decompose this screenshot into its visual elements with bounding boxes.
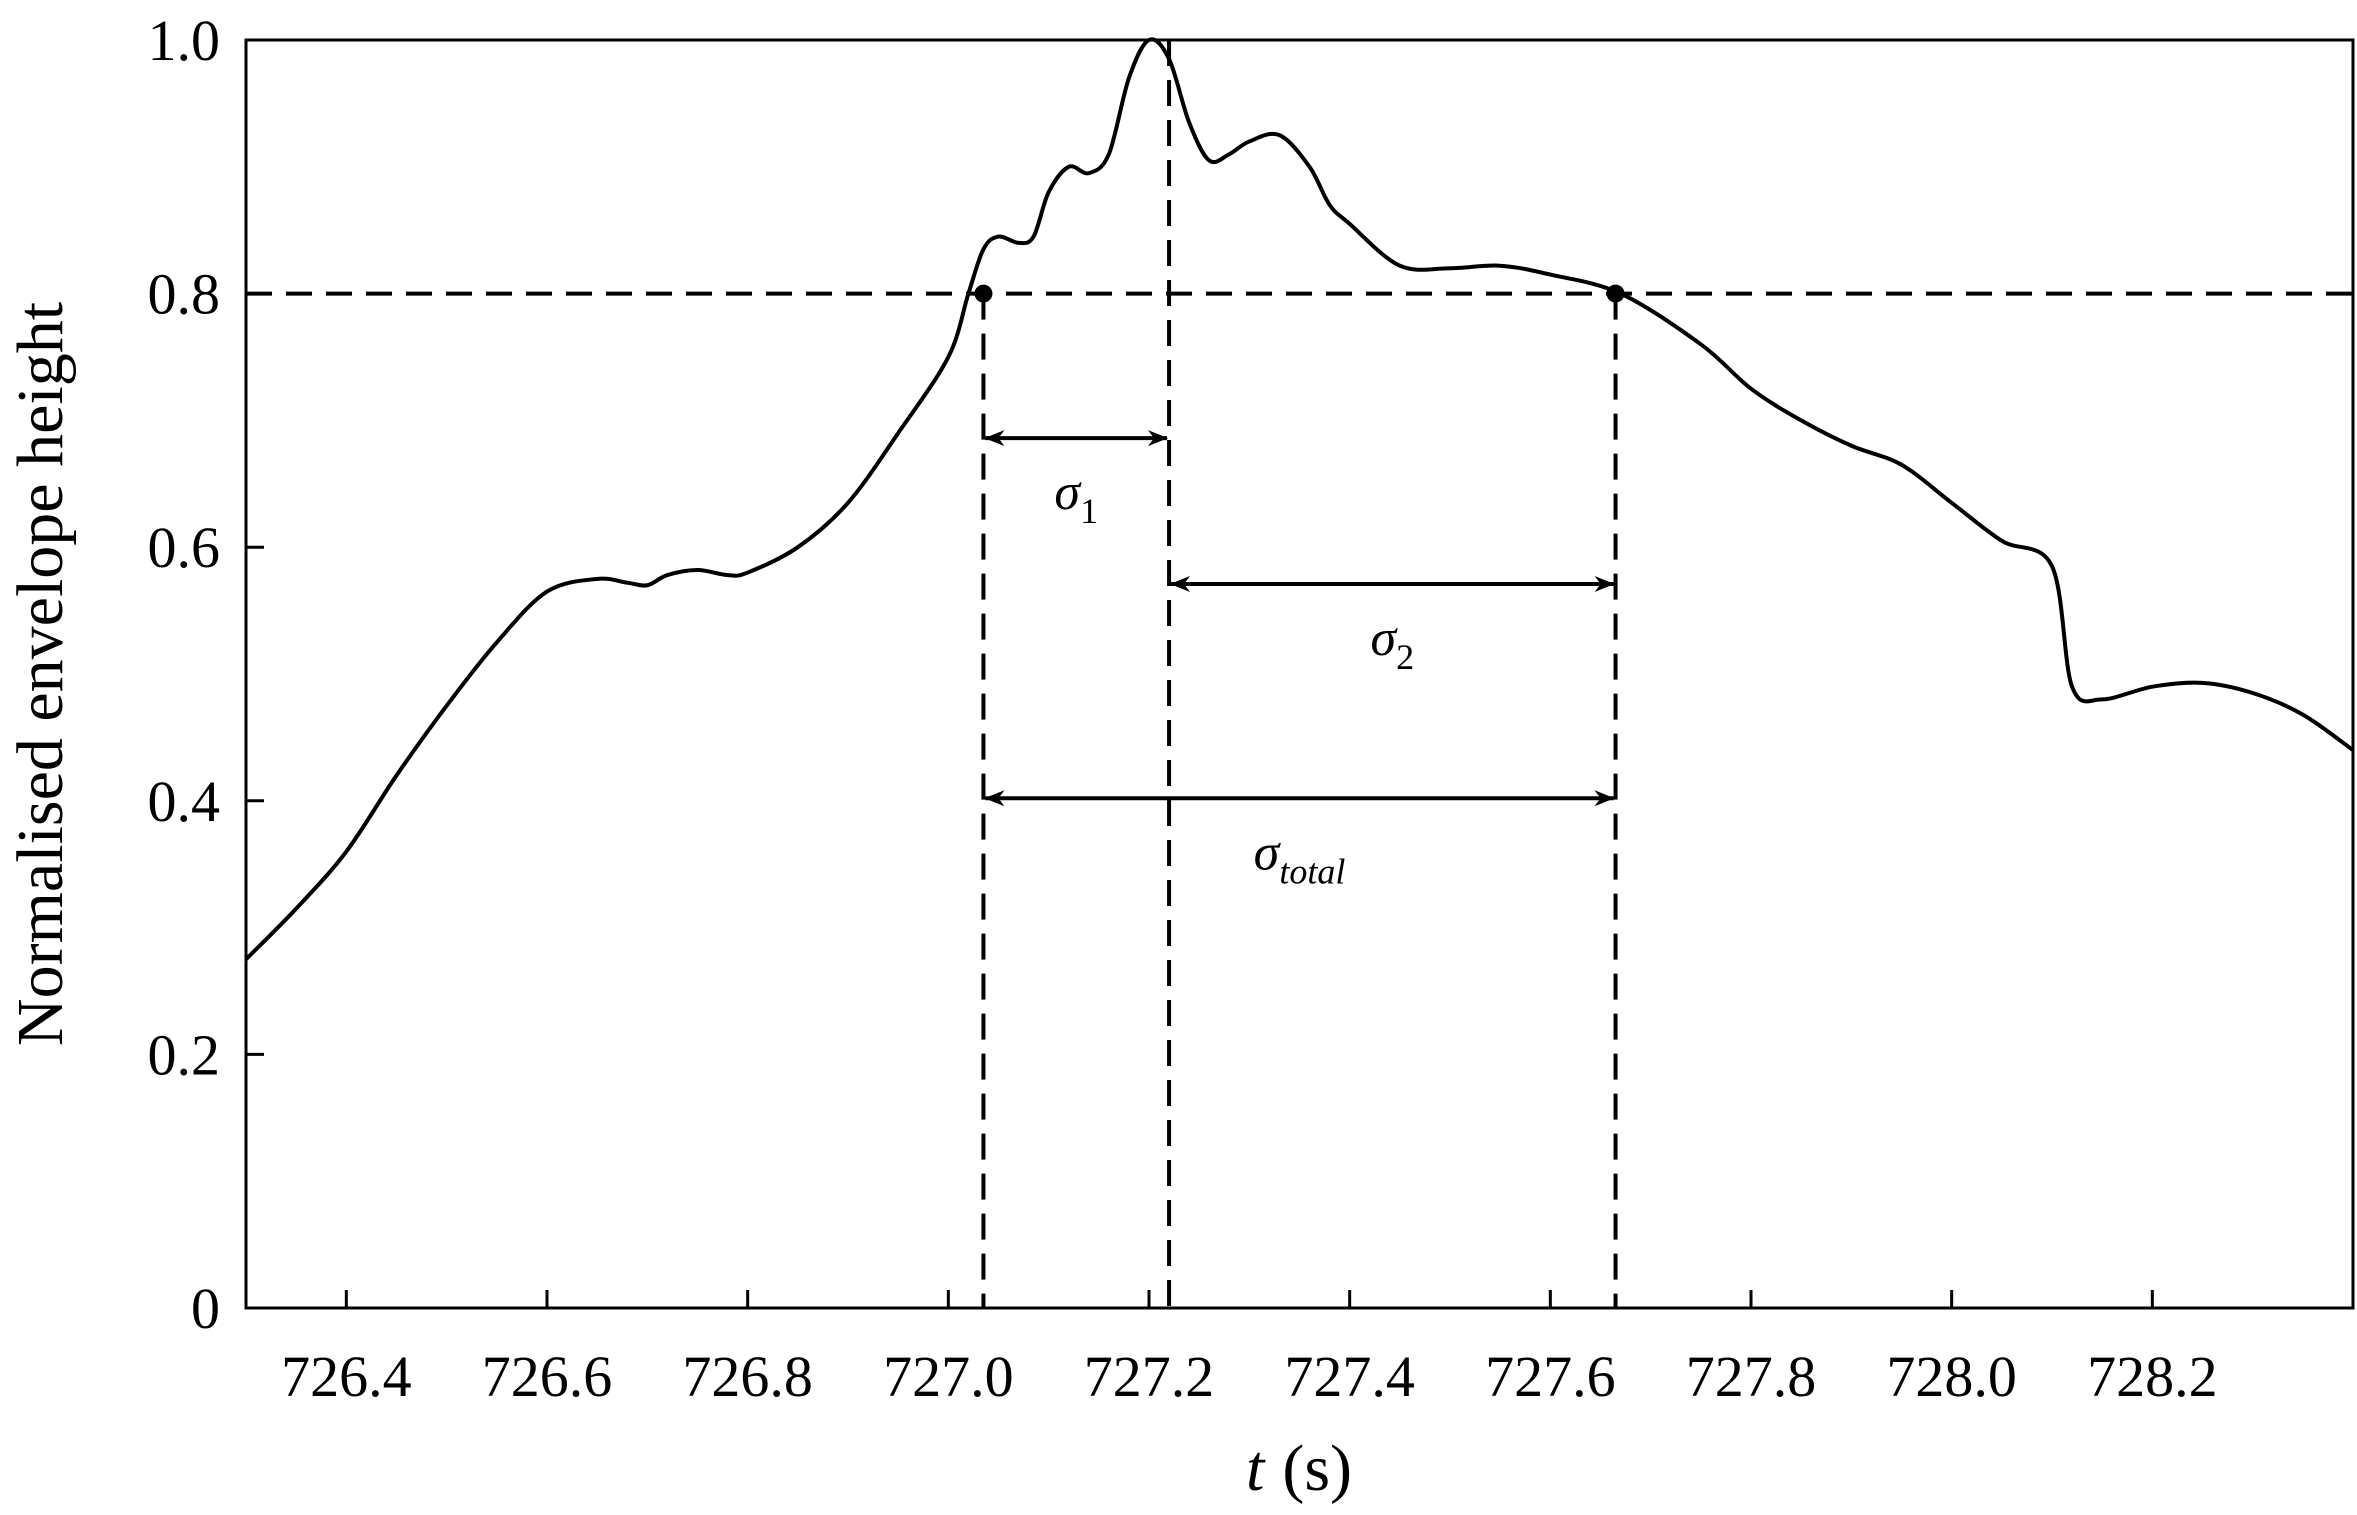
interval-label: σ2: [1370, 610, 1414, 677]
y-tick-label: 0: [191, 1276, 220, 1341]
interval-subscript: 2: [1396, 637, 1414, 677]
x-tick-label: 727.0: [883, 1344, 1014, 1409]
x-axis-symbol: t: [1246, 1432, 1266, 1505]
x-tick-label: 728.0: [1886, 1344, 2017, 1409]
series-line: [244, 37, 2355, 961]
interval-label: σ1: [1054, 464, 1098, 531]
y-axis-title: Normalised envelope height: [4, 302, 77, 1046]
x-tick-label: 727.8: [1686, 1344, 1817, 1409]
interval-symbol: σ: [1254, 824, 1282, 881]
plot-frame: [244, 38, 2355, 1310]
series-layer: [244, 37, 2355, 961]
x-tick-label: 726.8: [682, 1344, 813, 1409]
y-tick-label: 0.2: [148, 1022, 221, 1087]
x-tick-label: 727.6: [1485, 1344, 1616, 1409]
y-tick-label: 0.4: [148, 769, 221, 834]
interval-symbol: σ: [1054, 464, 1082, 521]
x-tick-label: 728.2: [2087, 1344, 2218, 1409]
x-axis-title: t (s): [1246, 1432, 1352, 1505]
y-tick-label: 0.6: [148, 515, 221, 580]
crossing-point: [974, 284, 993, 303]
x-axis-unit: (s): [1282, 1432, 1352, 1505]
x-tick-label: 726.4: [281, 1344, 412, 1409]
x-tick-label: 727.2: [1084, 1344, 1215, 1409]
interval-subscript: 1: [1080, 491, 1098, 531]
y-tick-label: 0.8: [148, 262, 221, 327]
reference-lines: [246, 40, 2353, 1308]
x-tick-label: 727.4: [1284, 1344, 1415, 1409]
axis-ticks: 726.4 726.6 726.8 727.0 727.2 727.4 727.6 727.8…: [148, 8, 2218, 1409]
interval-subscript: total: [1279, 851, 1345, 891]
interval-symbol: σ: [1370, 610, 1398, 667]
interval-label: σtotal: [1254, 824, 1346, 891]
x-tick-label: 726.6: [482, 1344, 613, 1409]
y-tick-label: 1.0: [148, 8, 221, 73]
crossing-point: [1606, 284, 1625, 303]
